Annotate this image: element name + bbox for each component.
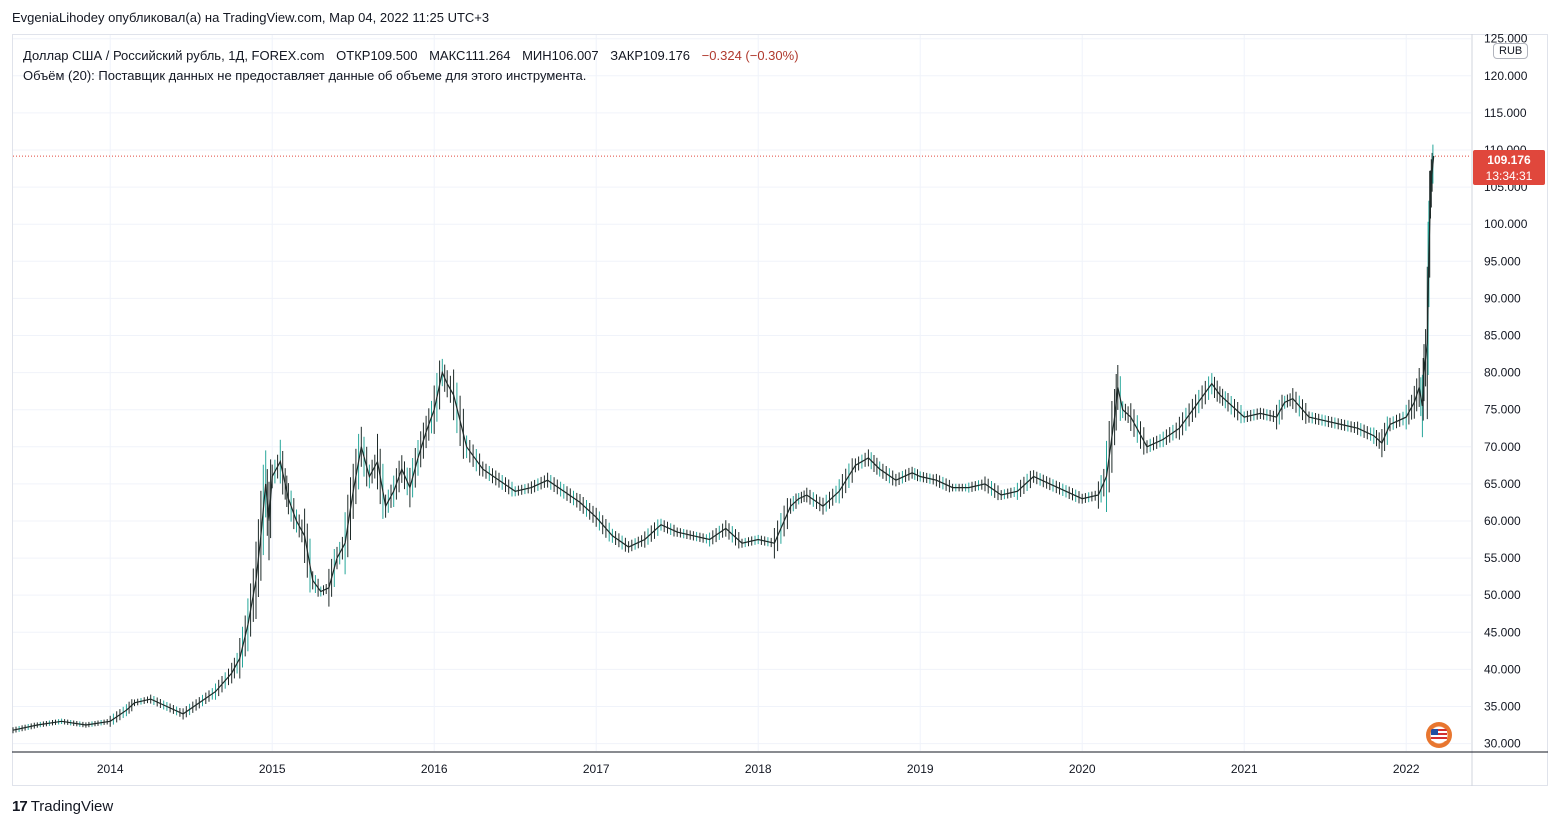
legend-change: −0.324 (−0.30%)	[701, 48, 799, 63]
legend-high-label: МАКС	[429, 48, 466, 63]
legend-volume-row: Объём (20): Поставщик данных не предоста…	[23, 68, 587, 83]
x-tick-label: 2016	[421, 762, 448, 776]
time-axis-labels: 2014 2015 2016 2017 2018 2019 2020 2021 2022	[97, 762, 1420, 776]
currency-badge[interactable]: RUB	[1493, 43, 1529, 59]
y-tick-label: 125.000	[1484, 32, 1528, 46]
legend-low-label: МИН	[522, 48, 552, 63]
last-price-tag: 109.176 13:34:31	[1473, 150, 1545, 185]
legend-close-label: ЗАКР	[610, 48, 644, 63]
series-line-usdrub	[12, 155, 1435, 731]
y-tick-label: 115.000	[1484, 106, 1527, 120]
bar-countdown: 13:34:31	[1485, 169, 1533, 183]
y-tick-label: 40.000	[1484, 662, 1521, 676]
legend-open-label: ОТКР	[336, 48, 371, 63]
y-tick-label: 95.000	[1484, 254, 1521, 268]
y-tick-label: 90.000	[1484, 291, 1521, 305]
y-tick-label: 50.000	[1484, 588, 1521, 602]
chart-legend: Доллар США / Российский рубль, 1Д, FOREX…	[23, 46, 799, 86]
x-tick-label: 2018	[745, 762, 772, 776]
x-tick-label: 2014	[97, 762, 124, 776]
x-tick-label: 2021	[1231, 762, 1258, 776]
legend-symbol: Доллар США / Российский рубль, 1Д, FOREX…	[23, 48, 325, 63]
us-flag-icon[interactable]	[1426, 722, 1452, 748]
y-tick-label: 60.000	[1484, 514, 1521, 528]
y-tick-label: 85.000	[1484, 328, 1521, 342]
legend-ohlc-row: Доллар США / Российский рубль, 1Д, FOREX…	[23, 46, 799, 66]
x-tick-label: 2022	[1393, 762, 1420, 776]
y-tick-label: 35.000	[1484, 699, 1521, 713]
chart-frame[interactable]	[12, 34, 1548, 786]
last-price-value: 109.176	[1487, 153, 1531, 167]
price-axis-labels: 30.000 35.000 40.000 45.000 50.000 55.000 60.0…	[1484, 32, 1528, 751]
y-tick-label: 120.000	[1484, 69, 1528, 83]
legend-close-value: 109.176	[643, 48, 691, 63]
legend-open-value: 109.500	[370, 48, 418, 63]
y-tick-label: 70.000	[1484, 440, 1521, 454]
x-tick-label: 2015	[259, 762, 286, 776]
candles	[12, 144, 1434, 734]
x-tick-label: 2019	[907, 762, 934, 776]
y-tick-label: 80.000	[1484, 366, 1521, 380]
y-tick-label: 30.000	[1484, 737, 1521, 751]
y-tick-label: 75.000	[1484, 403, 1521, 417]
x-tick-label: 2020	[1069, 762, 1096, 776]
y-tick-label: 100.000	[1484, 217, 1528, 231]
y-tick-label: 65.000	[1484, 477, 1521, 491]
x-tick-label: 2017	[583, 762, 610, 776]
chart-grid	[13, 35, 1471, 751]
legend-low-value: 106.007	[551, 48, 599, 63]
legend-high-value: 111.264	[465, 48, 511, 63]
tradingview-logo-icon: 17	[12, 798, 28, 815]
y-tick-label: 45.000	[1484, 625, 1521, 639]
tradingview-logo-text: TradingView	[30, 798, 114, 815]
publisher-line: EvgeniaLihodey опубликовал(а) на Trading…	[12, 10, 490, 25]
tradingview-logo[interactable]: 17 TradingView	[12, 798, 113, 815]
y-tick-label: 55.000	[1484, 551, 1521, 565]
